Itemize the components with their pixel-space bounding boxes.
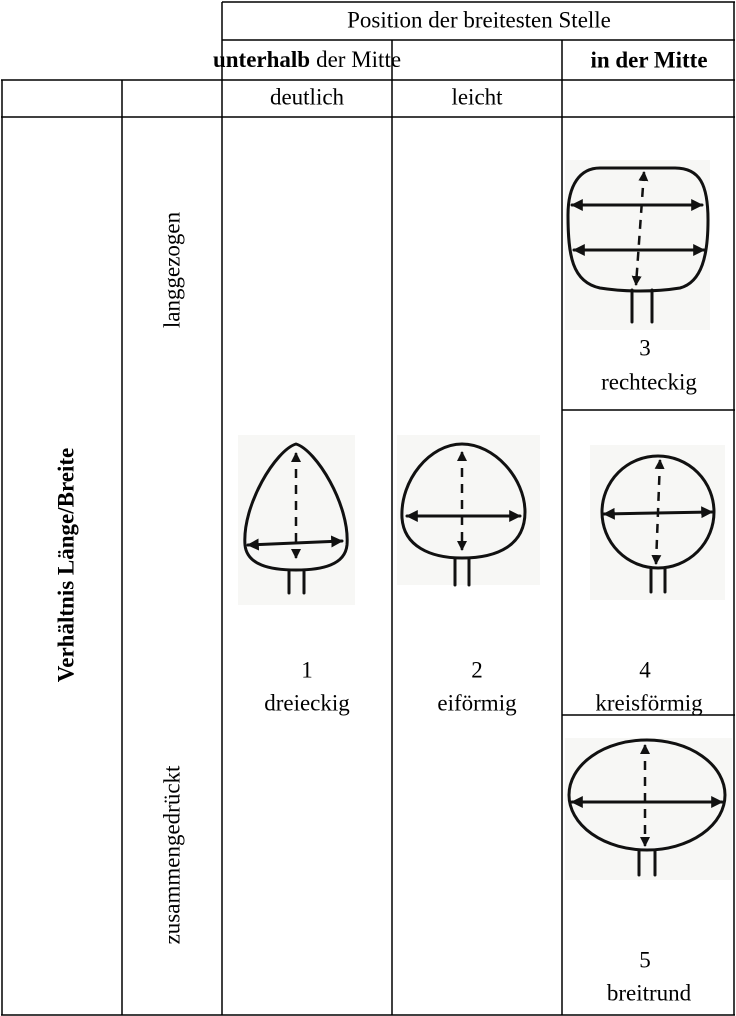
shape-name: kreisförmig: [595, 690, 703, 715]
shape-number: 5: [639, 947, 651, 972]
subgroup-header: deutlich: [270, 84, 345, 109]
shape-name: eiförmig: [437, 690, 517, 715]
shape-drawing: [565, 160, 710, 330]
shape-number: 3: [639, 335, 651, 360]
group-header-text: der Mitte: [316, 47, 401, 72]
shape-name: breitrund: [607, 980, 692, 1005]
shape-number: 1: [301, 657, 313, 682]
header-title: Position der breitesten Stelle: [347, 7, 611, 32]
shape-number: 4: [639, 657, 651, 682]
row-label: langgezogen: [159, 211, 184, 328]
subgroup-header: leicht: [451, 84, 503, 109]
shape-name: dreieckig: [264, 690, 350, 715]
shape-number: 2: [471, 657, 483, 682]
group-header: unterhalb der Mitte: [213, 47, 401, 72]
shape-name: rechteckig: [601, 369, 697, 394]
group-header-bold: unterhalb: [213, 47, 310, 72]
row-title: Verhältnis Länge/Breite: [53, 448, 78, 682]
shape-drawing: [238, 435, 355, 605]
shape-drawing: [590, 445, 725, 600]
row-label: zusammengedrückt: [159, 765, 184, 944]
group-header: in der Mitte: [590, 47, 707, 72]
shape-drawing: [565, 738, 732, 880]
shape-drawing: [397, 435, 540, 587]
